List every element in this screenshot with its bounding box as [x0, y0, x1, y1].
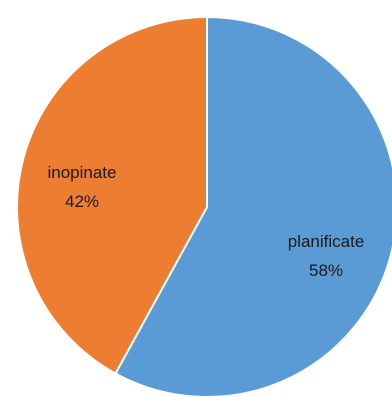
- slice-value-planificate: 58%: [309, 261, 343, 280]
- pie-slice-inopinate: [16, 15, 208, 375]
- slice-value-inopinate: 42%: [65, 192, 99, 211]
- pie-labels: planificate 58% inopinate 42%: [47, 163, 364, 280]
- slice-label-planificate: planificate: [288, 232, 365, 251]
- pie-slices: [16, 15, 392, 397]
- slice-label-inopinate: inopinate: [47, 163, 116, 182]
